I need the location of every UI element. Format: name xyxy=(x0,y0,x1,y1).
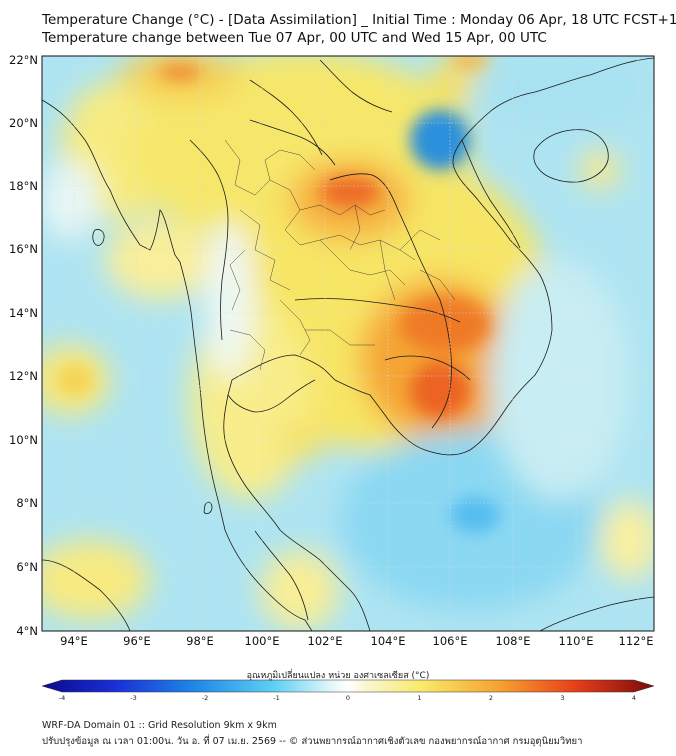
colorbar-tick-label: 2 xyxy=(489,694,493,702)
map-subtitle: Temperature change between Tue 07 Apr, 0… xyxy=(42,30,547,46)
footer-credit: ปรับปรุงข้อมูล ณ เวลา 01:00น. วัน อ. ที่… xyxy=(42,736,583,747)
colorbar-ticks: -4 -3 -2 -1 0 1 2 3 4 xyxy=(59,694,636,702)
footer-model-info: WRF-DA Domain 01 :: Grid Resolution 9km … xyxy=(42,720,277,731)
lon-label: 112°E xyxy=(619,634,654,648)
lat-label: 14°N xyxy=(9,306,38,320)
lon-label: 104°E xyxy=(371,634,406,648)
lat-label: 18°N xyxy=(9,179,38,193)
latitude-labels: 22°N 20°N 18°N 16°N 14°N 12°N 10°N 8°N 6… xyxy=(9,53,38,638)
longitude-labels: 94°E 96°E 98°E 100°E 102°E 104°E 106°E 1… xyxy=(60,634,653,648)
colorbar-tick-label: -3 xyxy=(130,694,136,702)
lon-label: 98°E xyxy=(186,634,214,648)
lat-label: 4°N xyxy=(16,624,38,638)
lon-label: 106°E xyxy=(433,634,468,648)
colorbar: -4 -3 -2 -1 0 1 2 3 4 xyxy=(41,679,655,702)
lon-label: 94°E xyxy=(60,634,88,648)
lon-label: 102°E xyxy=(308,634,343,648)
lat-label: 10°N xyxy=(9,433,38,447)
lat-label: 22°N xyxy=(9,53,38,67)
graticule xyxy=(42,56,654,631)
colorbar-tick-label: -4 xyxy=(59,694,65,702)
lat-label: 8°N xyxy=(16,496,38,510)
colorbar-tick-label: 1 xyxy=(417,694,421,702)
colorbar-tick-label: -2 xyxy=(202,694,208,702)
colorbar-tick-label: -1 xyxy=(273,694,279,702)
colorbar-title: อุณหภูมิเปลี่ยนแปลง หน่วย องศาเซลเซียส (… xyxy=(246,671,430,681)
lon-label: 96°E xyxy=(123,634,151,648)
lat-label: 16°N xyxy=(9,242,38,256)
temperature-field xyxy=(42,56,654,631)
colorbar-tick-label: 3 xyxy=(560,694,564,702)
lat-label: 6°N xyxy=(16,560,38,574)
lon-label: 110°E xyxy=(559,634,594,648)
colorbar-bar xyxy=(41,679,655,693)
colorbar-tick-label: 0 xyxy=(346,694,350,702)
lat-label: 20°N xyxy=(9,116,38,130)
map-title: Temperature Change (°C) - [Data Assimila… xyxy=(42,12,676,28)
map-frame xyxy=(41,55,655,632)
lat-label: 12°N xyxy=(9,369,38,383)
province-borders xyxy=(224,139,456,371)
coastlines xyxy=(42,57,654,631)
lon-label: 100°E xyxy=(245,634,280,648)
colorbar-tick-label: 4 xyxy=(632,694,636,702)
lon-label: 108°E xyxy=(496,634,531,648)
